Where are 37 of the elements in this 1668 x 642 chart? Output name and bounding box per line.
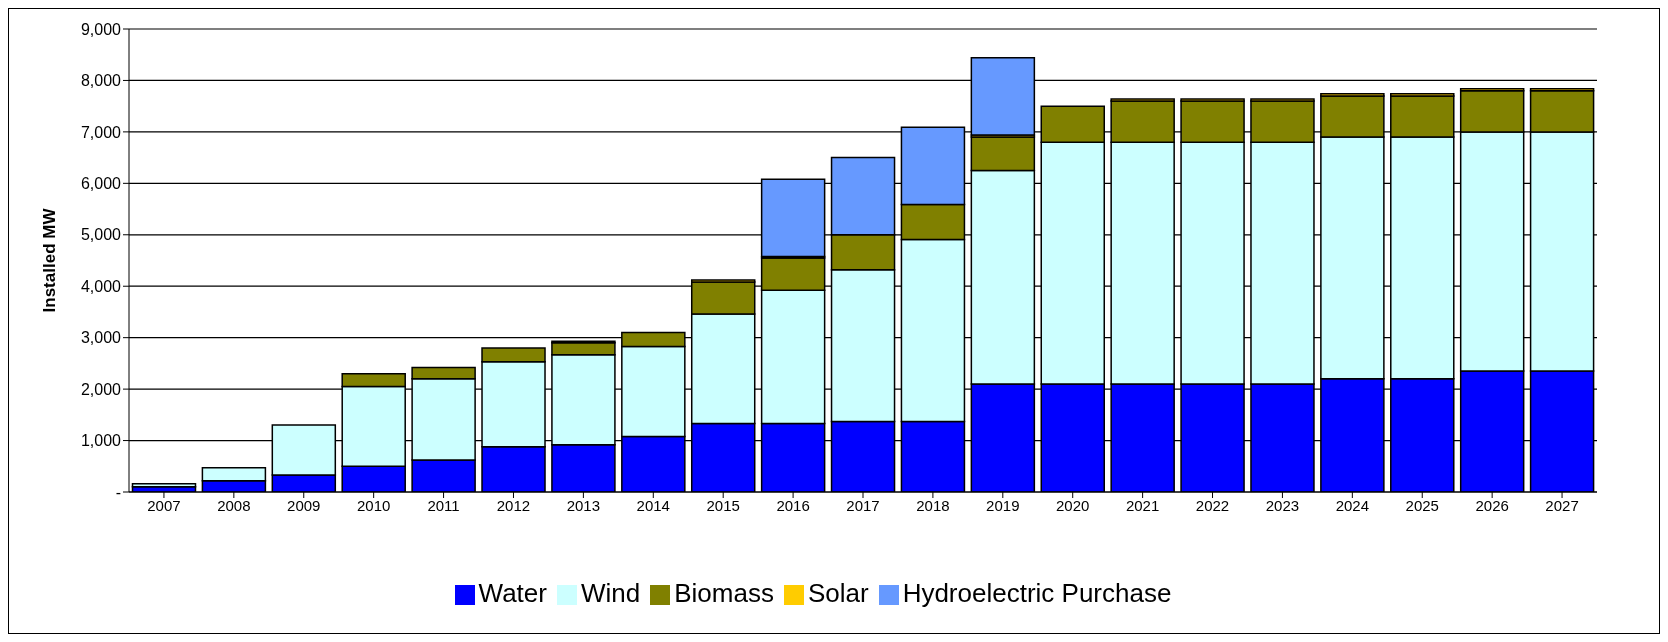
y-tick-label: 8,000 [80,72,122,90]
y-tick-label: 5,000 [80,226,122,244]
x-tick-label: 2012 [496,496,531,514]
y-tick-label: 3,000 [80,329,122,347]
legend-label: Hydroelectric Purchase [902,578,1172,608]
x-tick-label: 2015 [706,496,740,514]
x-tick-label: 2010 [356,496,391,514]
x-tick-label: 2025 [1405,496,1439,514]
x-tick-label: 2008 [217,496,251,514]
y-tick-label: - [115,483,121,501]
x-tick-label: 2009 [287,496,321,514]
x-tick-label: 2022 [1195,496,1230,514]
legend-label: Wind [580,578,641,608]
y-tick-label: 1,000 [80,432,122,450]
x-tick-label: 2024 [1335,496,1370,514]
legend-label: Water [478,578,547,608]
x-tick-label: 2018 [916,496,950,514]
y-tick-label: 2,000 [80,380,122,398]
x-tick-label: 2020 [1056,496,1090,514]
x-tick-label: 2014 [636,496,670,514]
legend-label: Solar [807,578,869,608]
x-tick-label: 2021 [1125,496,1160,514]
x-tick-label: 2017 [846,496,880,514]
x-tick-label: 2016 [776,496,810,514]
legend-label: Biomass [674,578,774,608]
x-tick-label: 2011 [427,496,460,514]
y-axis-title: Installed MW [40,207,60,313]
x-tick-label: 2013 [566,496,601,514]
x-tick-label: 2019 [986,496,1020,514]
y-tick-label: 9,000 [80,20,122,38]
x-tick-label: 2027 [1545,496,1579,514]
y-tick-label: 6,000 [80,175,122,193]
y-tick-label: 4,000 [80,277,122,295]
x-tick-label: 2023 [1265,496,1300,514]
y-tick-label: 7,000 [80,123,122,141]
x-tick-label: 2007 [147,496,181,514]
x-tick-label: 2026 [1475,496,1509,514]
